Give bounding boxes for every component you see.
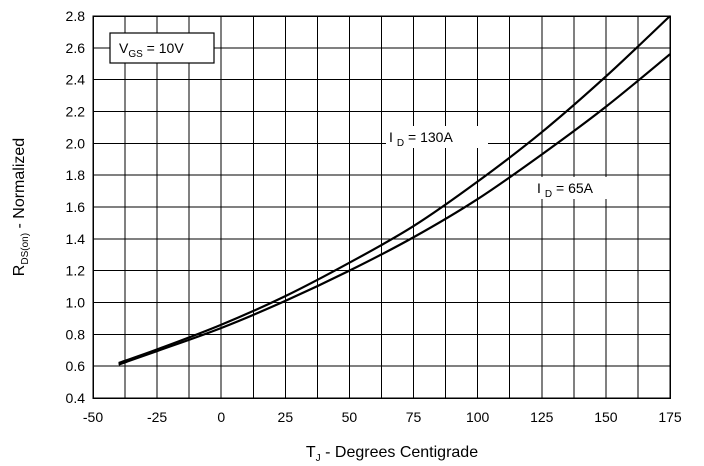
x-tick-label: -25 — [147, 409, 167, 425]
y-tick-label: 1.2 — [66, 263, 86, 279]
series-label-bg-130a — [386, 126, 488, 148]
grid — [93, 16, 670, 398]
series-label-bg-65a — [534, 177, 626, 199]
condition-label: VGS = 10V — [119, 40, 184, 60]
condition-box — [109, 32, 215, 64]
x-tick-label: 100 — [466, 409, 490, 425]
y-tick-label: 1.8 — [66, 167, 86, 183]
x-tick-label: 150 — [594, 409, 618, 425]
series-line-65a — [118, 53, 671, 366]
y-tick-labels: 0.4 0.6 0.8 1.0 1.2 1.4 1.6 1.8 2.0 2.2 2.4 2.6 2.8 — [66, 8, 86, 406]
x-tick-label: -50 — [83, 409, 103, 425]
x-tick-label: 50 — [342, 409, 358, 425]
y-tick-label: 1.4 — [66, 231, 86, 247]
y-axis-label: RDS(on) - Normalized — [11, 138, 31, 276]
plot-frame — [92, 15, 671, 399]
y-tick-label: 0.4 — [66, 390, 86, 406]
y-tick-label: 2.4 — [66, 72, 86, 88]
y-tick-label: 2.0 — [66, 135, 86, 151]
y-tick-label: 1.6 — [66, 199, 86, 215]
y-tick-label: 2.8 — [66, 8, 86, 24]
x-axis-label: TJ - Degrees Centigrade — [306, 444, 478, 464]
series-line-130a — [118, 15, 671, 365]
y-tick-label: 0.6 — [66, 358, 86, 374]
x-tick-label: 175 — [658, 409, 682, 425]
y-tick-label: 2.2 — [66, 104, 86, 120]
y-tick-label: 0.8 — [66, 326, 86, 342]
x-tick-label: 125 — [530, 409, 554, 425]
curves — [118, 15, 671, 366]
x-tick-label: 75 — [406, 409, 422, 425]
x-tick-label: 25 — [278, 409, 294, 425]
y-tick-label: 1.0 — [66, 295, 86, 311]
x-tick-labels: -50 -25 0 25 50 75 100 125 150 175 — [83, 409, 682, 425]
y-tick-label: 2.6 — [66, 40, 86, 56]
x-tick-label: 0 — [217, 409, 225, 425]
